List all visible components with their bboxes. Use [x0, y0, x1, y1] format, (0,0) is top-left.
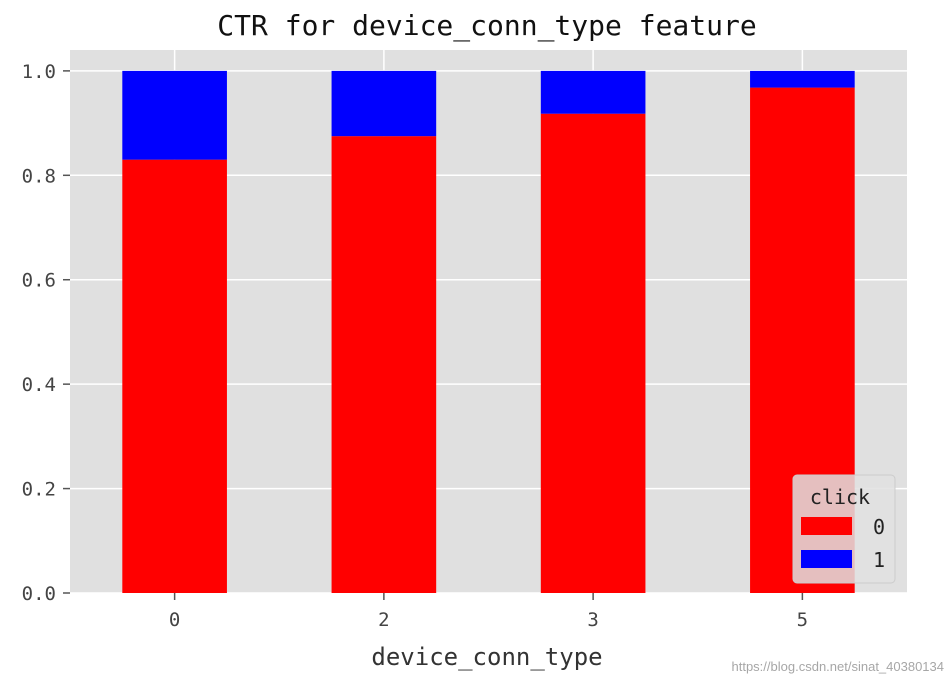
y-tick-label: 0.8: [22, 165, 56, 187]
bar-2-click-0: [331, 136, 437, 593]
bar-2-click-1: [331, 70, 437, 137]
x-tick-label: 2: [378, 609, 389, 631]
x-axis-label: device_conn_type: [371, 643, 602, 671]
bar-0-click-0: [122, 159, 227, 593]
x-tick-label: 3: [587, 609, 598, 631]
legend-label-1: 1: [873, 548, 885, 572]
legend-label-0: 0: [873, 515, 885, 539]
axes: 0.0 0.2 0.4 0.6 0.8 1.0 0 2 3 5: [22, 61, 808, 631]
legend-swatch-1: [801, 550, 852, 568]
y-tick-label: 0.0: [22, 583, 56, 605]
x-tick-label: 0: [169, 609, 180, 631]
y-tick-label: 0.6: [22, 270, 56, 292]
bars: [122, 70, 855, 594]
y-tick-label: 0.4: [22, 374, 56, 396]
bar-5-click-1: [750, 70, 855, 88]
watermark: https://blog.csdn.net/sinat_40380134: [731, 659, 945, 674]
chart-title: CTR for device_conn_type feature: [217, 9, 756, 43]
bar-3-click-1: [540, 70, 646, 114]
legend-swatch-0: [801, 517, 852, 535]
bar-3-click-0: [540, 113, 646, 594]
legend-title: click: [810, 485, 870, 509]
x-tick-label: 5: [797, 609, 808, 631]
bar-0-click-1: [122, 70, 227, 160]
y-tick-label: 0.2: [22, 479, 56, 501]
y-tick-label: 1.0: [22, 61, 56, 83]
